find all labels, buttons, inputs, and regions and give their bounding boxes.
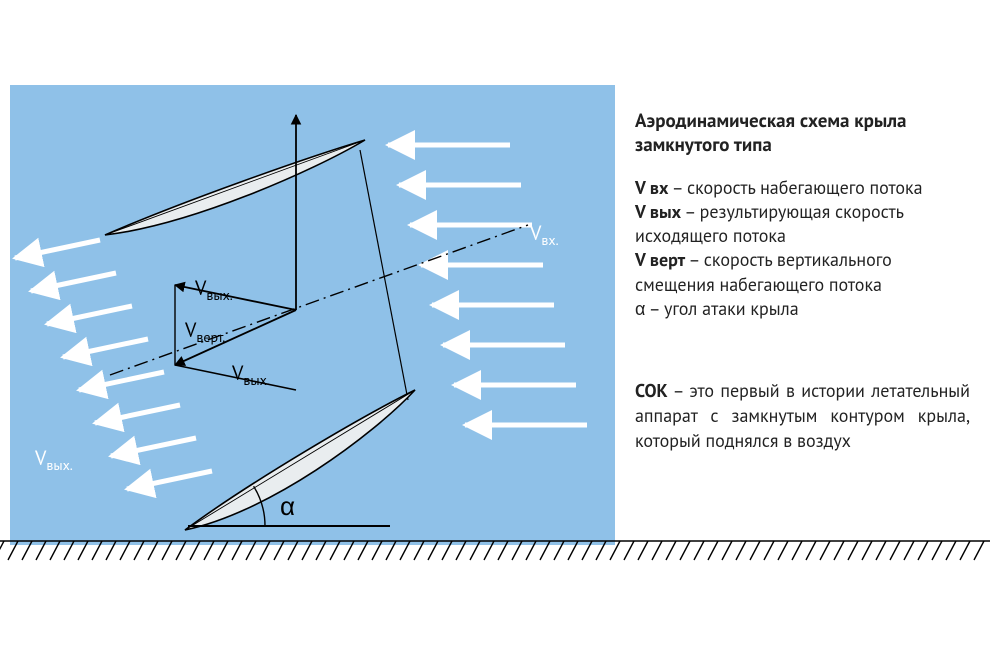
panel-heading: Аэродинамическая схема крыла замкнутого … — [635, 110, 970, 158]
aero-diagram-svg — [10, 85, 615, 545]
label-alpha: α — [280, 490, 295, 523]
ground-hatch — [0, 540, 990, 562]
diagram-panel: Vвх. Vвых. Vверт. Vвых. Vвых. α — [10, 85, 615, 545]
legend-alpha: α – угол атаки крыла — [635, 297, 970, 321]
label-v-out-main: Vвых. — [195, 275, 233, 304]
cok-paragraph: СОК – это первый в истории летательный а… — [635, 379, 970, 453]
label-v-in: Vвх. — [530, 220, 559, 249]
legend-v-in: V вх – скорость набегающего потока — [635, 176, 970, 200]
label-v-out-lower: Vвых. — [232, 360, 270, 389]
label-v-out-left: Vвых. — [35, 445, 73, 474]
figure-frame: Vвх. Vвых. Vверт. Vвых. Vвых. α Аэродина… — [0, 85, 1000, 560]
label-v-vert: Vверт. — [185, 317, 225, 346]
legend-v-vert: V верт – скорость вертикального смещения… — [635, 248, 970, 297]
legend-v-out: V вых – результирующая скорость исходяще… — [635, 200, 970, 249]
text-panel: Аэродинамическая схема крыла замкнутого … — [635, 85, 980, 545]
